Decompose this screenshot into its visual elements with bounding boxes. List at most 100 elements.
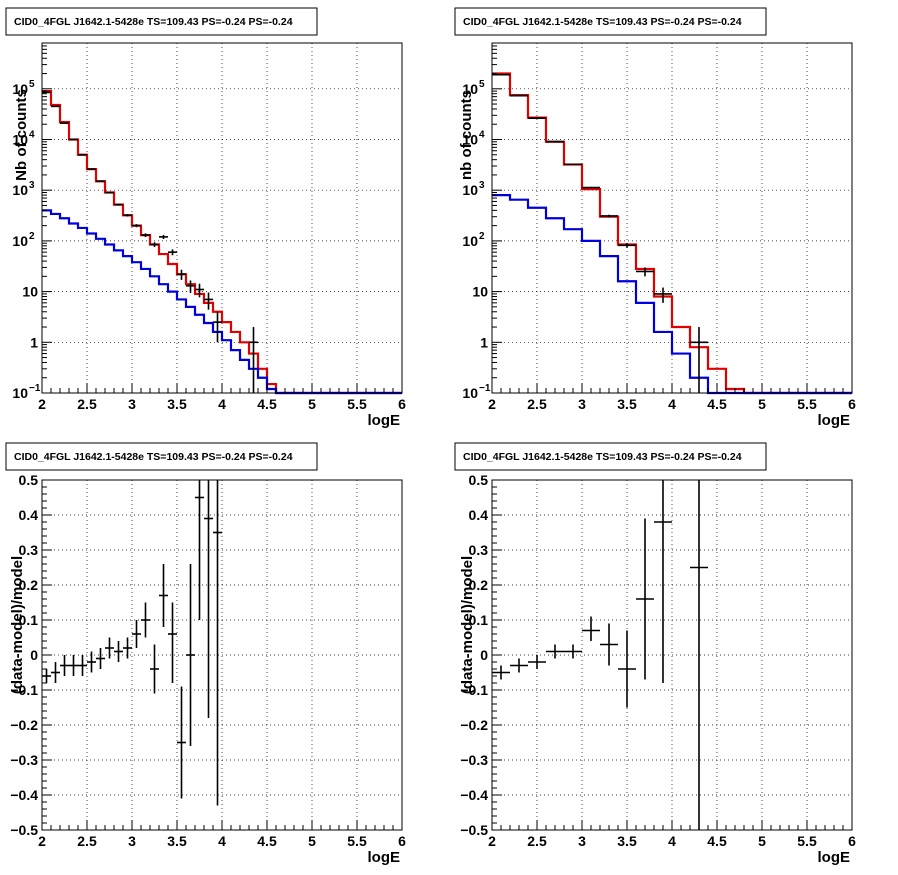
y-axis: −0.5 −0.4 −0.3 −0.2 −0.1 0 0.1 0.2 0.3 0.4 0.5 (dat… [9, 472, 52, 838]
data-point [177, 686, 186, 799]
x-tick-label: 3.5 [617, 396, 637, 412]
data-point [582, 616, 600, 641]
y-tick-label: −0.1 [10, 682, 38, 698]
data-point [114, 641, 123, 662]
data-points [42, 91, 258, 393]
y-tick-label: 10 [462, 385, 478, 401]
data-point [60, 655, 69, 676]
y-tick-label: −0.4 [460, 787, 488, 803]
panel-title-box: CID0_4FGL J1642.1-5428e TS=109.43 PS=-0.… [454, 7, 767, 36]
x-tick-label: 2.5 [527, 396, 547, 412]
y-tick-label: 10 [12, 233, 28, 249]
panel-title: CID0_4FGL J1642.1-5428e TS=109.43 PS=-0.… [14, 451, 293, 463]
x-tick-label: 4.5 [707, 833, 727, 849]
data-point [123, 214, 132, 217]
x-tick-label: 5.5 [797, 833, 817, 849]
y-tick-label: 10 [22, 284, 38, 300]
residuals-panel-coarse-binning: CID0_4FGL J1642.1-5428e TS=109.43 PS=-0.… [454, 442, 856, 866]
data-point [150, 242, 159, 247]
y-tick-label: −0.4 [10, 787, 38, 803]
panel-title-box: CID0_4FGL J1642.1-5428e TS=109.43 PS=-0.… [5, 442, 318, 471]
x-tick-label: 2 [488, 396, 496, 412]
y-tick-label: 10 [462, 131, 478, 147]
x-tick-label: 3.5 [167, 833, 187, 849]
y-tick-exponent: −1 [479, 383, 491, 394]
data-point [87, 651, 96, 673]
x-tick-label: 5.5 [797, 396, 817, 412]
data-points [492, 480, 708, 830]
data-point [78, 153, 87, 156]
data-point [123, 637, 132, 659]
y-tick-label: 0.5 [19, 472, 39, 488]
x-tick-label: 4 [218, 833, 226, 849]
y-tick-label: 0 [480, 647, 488, 663]
x-tick-label: 6 [848, 396, 856, 412]
x-tick-label: 3 [578, 396, 586, 412]
data-point [141, 602, 150, 638]
y-tick-label: 0.4 [19, 507, 39, 523]
x-tick-label: 4 [218, 396, 226, 412]
grid-lines [492, 43, 852, 393]
x-tick-label: 2.5 [77, 396, 97, 412]
x-tick-label: 5 [308, 833, 316, 849]
x-tick-label: 6 [848, 833, 856, 849]
x-tick-label: 4.5 [707, 396, 727, 412]
x-axis-title: logE [368, 849, 401, 866]
x-tick-label: 3.5 [617, 833, 637, 849]
data-point [600, 214, 618, 218]
counts-panel-coarse-binning: CID0_4FGL J1642.1-5428e TS=109.43 PS=-0.… [454, 7, 856, 429]
data-point [114, 203, 123, 206]
y-tick-label: 0.4 [469, 507, 489, 523]
x-tick-label: 4 [668, 396, 676, 412]
data-point [600, 623, 618, 666]
data-points [42, 480, 222, 806]
data-point [159, 564, 168, 627]
y-tick-label: 10 [462, 81, 478, 97]
data-point [150, 644, 159, 694]
data-point [690, 327, 708, 393]
data-point [564, 644, 582, 659]
data-point [186, 564, 195, 746]
y-axis-title: nb of counts [458, 90, 475, 180]
data-point [204, 480, 213, 718]
x-tick-label: 5 [758, 396, 766, 412]
y-tick-label: 0.5 [469, 472, 489, 488]
y-tick-exponent: 3 [29, 180, 35, 191]
data-point [195, 480, 204, 620]
x-tick-label: 6 [398, 833, 406, 849]
x-tick-label: 3.5 [167, 396, 187, 412]
x-tick-label: 5 [308, 396, 316, 412]
y-tick-exponent: 5 [479, 79, 485, 90]
x-tick-label: 2.5 [527, 833, 547, 849]
data-point [96, 180, 105, 183]
y-tick-label: −0.1 [460, 682, 488, 698]
y-tick-label: −0.2 [460, 717, 488, 733]
y-tick-label: 0.1 [469, 612, 489, 628]
y-tick-exponent: 5 [29, 79, 35, 90]
data-point [78, 655, 87, 676]
x-tick-label: 3 [128, 833, 136, 849]
y-tick-label: 0.3 [469, 542, 489, 558]
y-tick-exponent: 3 [479, 180, 485, 191]
data-point [654, 480, 672, 683]
data-point [690, 480, 708, 830]
data-point [51, 662, 60, 683]
data-point [105, 637, 114, 659]
data-point [249, 327, 258, 393]
data-point [492, 665, 510, 680]
x-tick-label: 5 [758, 833, 766, 849]
panel-title: CID0_4FGL J1642.1-5428e TS=109.43 PS=-0.… [14, 16, 293, 28]
y-tick-label: 10 [462, 233, 478, 249]
data-point [186, 280, 195, 293]
x-tick-label: 5.5 [347, 396, 367, 412]
x-tick-label: 2 [38, 833, 46, 849]
y-tick-label: −0.3 [10, 752, 38, 768]
x-tick-label: 4.5 [257, 396, 277, 412]
y-tick-label: 1 [480, 334, 488, 350]
y-axis: −0.5 −0.4 −0.3 −0.2 −0.1 0 0.1 0.2 0.3 0.4 0.5 (dat… [459, 472, 502, 838]
counts-panel-fine-binning: CID0_4FGL J1642.1-5428e TS=109.43 PS=-0.… [5, 7, 406, 429]
